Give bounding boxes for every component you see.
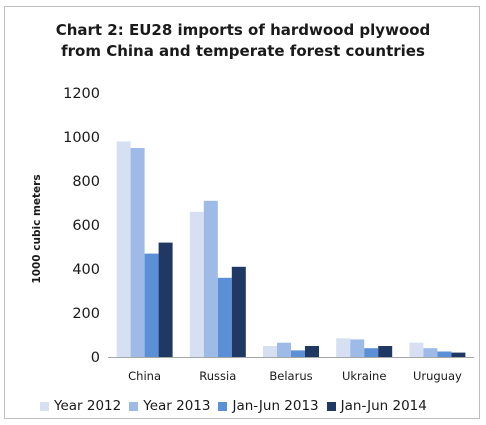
bar <box>158 242 173 357</box>
bar <box>231 266 246 357</box>
legend-swatch <box>326 401 336 411</box>
y-tick-label: 800 <box>72 174 100 190</box>
bar <box>378 346 393 357</box>
bar <box>305 346 319 357</box>
bar <box>130 148 145 357</box>
x-tick-label: Russia <box>199 369 236 383</box>
y-tick-label: 600 <box>72 218 100 234</box>
legend-label: Jan-Jun 2013 <box>232 398 319 414</box>
bar <box>217 277 232 357</box>
bar <box>364 348 379 357</box>
bar <box>437 351 452 357</box>
bar <box>144 253 159 357</box>
legend-label: Year 2013 <box>143 398 211 414</box>
y-tick-label: 200 <box>72 306 100 322</box>
y-tick-label: 1000 <box>63 130 100 146</box>
x-tick-label: Ukraine <box>342 369 386 383</box>
bar <box>409 342 424 357</box>
bar <box>277 342 291 357</box>
legend-item: Jan-Jun 2014 <box>326 398 427 414</box>
bar <box>350 339 365 357</box>
legend-label: Jan-Jun 2014 <box>340 398 427 414</box>
legend-item: Year 2012 <box>40 398 121 414</box>
bar <box>423 348 438 357</box>
bar <box>189 211 204 357</box>
chart-title-line-2: from China and temperate forest countrie… <box>61 42 425 60</box>
legend-item: Jan-Jun 2013 <box>218 398 319 414</box>
legend-swatch <box>218 401 228 411</box>
legend-swatch <box>129 401 139 411</box>
y-tick-label: 0 <box>91 350 100 366</box>
y-tick-label: 400 <box>72 262 100 278</box>
y-tick-label: 1200 <box>63 86 100 102</box>
chart-title-line-1: Chart 2: EU28 imports of hardwood plywoo… <box>55 21 431 39</box>
bar <box>116 141 131 357</box>
legend-label: Year 2012 <box>54 398 122 414</box>
x-tick-label: Uruguay <box>413 369 462 383</box>
bar <box>263 346 277 357</box>
x-tick-label: China <box>128 369 161 383</box>
bar <box>451 352 466 357</box>
x-tick-label: Belarus <box>269 369 312 383</box>
bar <box>203 200 218 357</box>
legend-swatch <box>40 401 49 411</box>
y-axis-title: 1000 cubic meters <box>31 174 43 283</box>
bar <box>336 338 351 357</box>
chart-title: Chart 2: EU28 imports of hardwood plywoo… <box>0 20 486 62</box>
chart-legend: Year 2012 Year 2013 Jan-Jun 2013 Jan-Jun 20… <box>40 398 435 414</box>
bar <box>291 350 305 357</box>
legend-item: Year 2013 <box>129 398 210 414</box>
